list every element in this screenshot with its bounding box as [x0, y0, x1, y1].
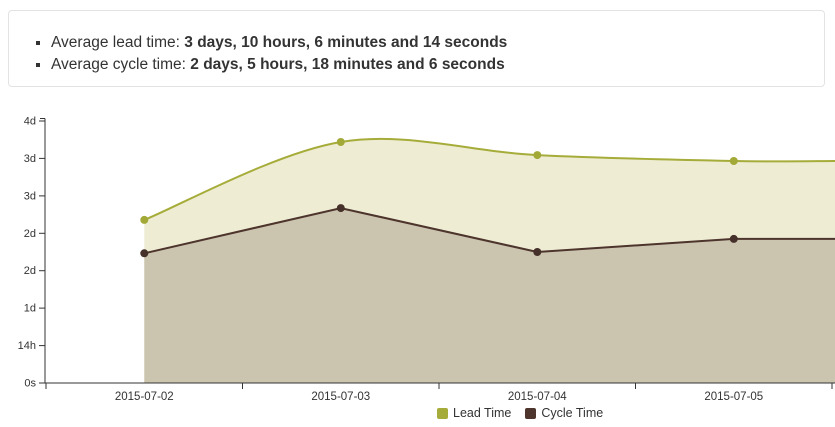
- y-tick-label: 1d: [24, 303, 36, 315]
- y-tick-label: 3d: [24, 153, 36, 165]
- x-tick-label: 2015-07-02: [115, 391, 174, 403]
- legend-item-cycle-time[interactable]: Cycle Time: [525, 406, 603, 420]
- cycle-time-point-2015-07-04[interactable]: [533, 248, 542, 256]
- x-tick-label: 2015-07-05: [704, 391, 763, 403]
- cycle-time-point-2015-07-02[interactable]: [140, 249, 149, 258]
- legend-item-lead-time[interactable]: Lead Time: [437, 406, 511, 420]
- lead-time-point-2015-07-04[interactable]: [533, 151, 542, 160]
- summary-box: Average lead time: 3 days, 10 hours, 6 m…: [8, 10, 825, 87]
- lead-time-point-2015-07-03[interactable]: [336, 138, 345, 146]
- cycle-time-area: [144, 208, 835, 383]
- summary-list: Average lead time: 3 days, 10 hours, 6 m…: [9, 11, 824, 76]
- legend-label-cycle-time: Cycle Time: [541, 406, 604, 420]
- y-tick-label: 0s: [24, 378, 36, 390]
- lead-time-value: 3 days, 10 hours, 6 minutes and 14 secon…: [184, 34, 508, 51]
- summary-item-lead-time: Average lead time: 3 days, 10 hours, 6 m…: [51, 32, 824, 54]
- y-tick-label: 2d: [24, 228, 36, 240]
- y-tick-label: 3d: [24, 190, 36, 202]
- y-tick-label: 14h: [18, 340, 36, 352]
- lead-time-point-2015-07-02[interactable]: [140, 215, 149, 224]
- lead-time-point-2015-07-05[interactable]: [729, 157, 738, 165]
- x-tick-label: 2015-07-03: [311, 391, 370, 403]
- cycle-time-point-2015-07-03[interactable]: [336, 204, 345, 213]
- cycle-time-value: 2 days, 5 hours, 18 minutes and 6 second…: [190, 56, 505, 73]
- lead-time-label: Average lead time:: [51, 34, 185, 51]
- lead-time-line: [143, 137, 835, 221]
- lead-time-swatch: [437, 407, 448, 419]
- y-tick-label: 2d: [24, 265, 36, 277]
- x-tick-label: 2015-07-04: [508, 391, 567, 403]
- cycle-time-point-2015-07-05[interactable]: [729, 234, 738, 243]
- cycle-time-swatch: [525, 407, 537, 419]
- summary-item-cycle-time: Average cycle time: 2 days, 5 hours, 18 …: [51, 54, 824, 76]
- legend-label-lead-time: Lead Time: [453, 406, 512, 420]
- cycle-time-label: Average cycle time:: [51, 56, 191, 73]
- y-tick-label: 4d: [24, 116, 36, 128]
- chart-legend: Lead Time Cycle Time: [437, 406, 603, 420]
